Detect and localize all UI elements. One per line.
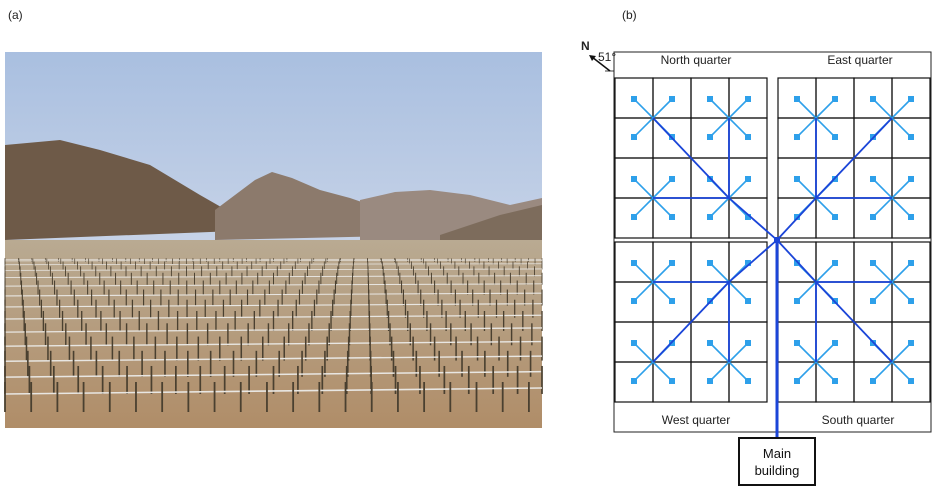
- antenna: [745, 176, 751, 182]
- feed-cable: [729, 240, 777, 282]
- antenna: [794, 298, 800, 304]
- north-label: N: [581, 39, 590, 53]
- antenna: [870, 298, 876, 304]
- antenna: [707, 378, 713, 384]
- antenna: [794, 176, 800, 182]
- antenna: [669, 378, 675, 384]
- antenna: [794, 134, 800, 140]
- antenna: [631, 134, 637, 140]
- antenna: [908, 214, 914, 220]
- antenna: [745, 298, 751, 304]
- antenna: [794, 340, 800, 346]
- antenna: [908, 260, 914, 266]
- antenna: [908, 378, 914, 384]
- antenna: [870, 214, 876, 220]
- antenna: [908, 298, 914, 304]
- antenna: [794, 96, 800, 102]
- quarter-label: South quarter: [822, 413, 895, 427]
- antenna: [631, 260, 637, 266]
- array-diagram: N 51° North quarter East quarter West qu…: [581, 39, 931, 437]
- antenna: [832, 378, 838, 384]
- antenna: [631, 176, 637, 182]
- cells: [615, 78, 930, 402]
- antenna: [707, 340, 713, 346]
- antenna: [870, 96, 876, 102]
- antenna: [870, 378, 876, 384]
- antenna: [745, 378, 751, 384]
- antenna: [832, 134, 838, 140]
- antenna: [631, 96, 637, 102]
- antenna: [832, 214, 838, 220]
- antenna: [908, 176, 914, 182]
- antenna: [707, 96, 713, 102]
- antenna: [669, 176, 675, 182]
- feed-cable: [729, 198, 777, 240]
- main-building: Main building: [738, 437, 816, 486]
- antenna: [745, 340, 751, 346]
- quarter-label: West quarter: [662, 413, 730, 427]
- feed-cable: [777, 198, 816, 240]
- antenna: [669, 298, 675, 304]
- antenna: [870, 260, 876, 266]
- antenna: [794, 378, 800, 384]
- antenna: [832, 260, 838, 266]
- antenna: [870, 176, 876, 182]
- antenna: [707, 134, 713, 140]
- antenna: [631, 340, 637, 346]
- antenna: [631, 378, 637, 384]
- antenna: [908, 96, 914, 102]
- antenna: [832, 340, 838, 346]
- angle-label: 51°: [598, 50, 616, 64]
- antenna: [707, 260, 713, 266]
- antenna: [832, 96, 838, 102]
- figure-svg: (a) (b) N 51° North quarter East quarter…: [0, 0, 932, 488]
- antenna: [745, 134, 751, 140]
- antenna: [908, 340, 914, 346]
- quarter-label: East quarter: [827, 53, 892, 67]
- photo: [5, 52, 542, 428]
- antenna: [669, 214, 675, 220]
- panel-label: (b): [622, 8, 637, 22]
- figure: (a) (b) N 51° North quarter East quarter…: [0, 0, 932, 488]
- antenna: [745, 96, 751, 102]
- antenna: [631, 298, 637, 304]
- feed-cable: [777, 240, 816, 282]
- antenna: [669, 96, 675, 102]
- quarter-label: North quarter: [661, 53, 732, 67]
- antenna: [631, 214, 637, 220]
- antenna: [908, 134, 914, 140]
- panel-label: (a): [8, 8, 23, 22]
- antenna: [707, 214, 713, 220]
- antenna: [669, 260, 675, 266]
